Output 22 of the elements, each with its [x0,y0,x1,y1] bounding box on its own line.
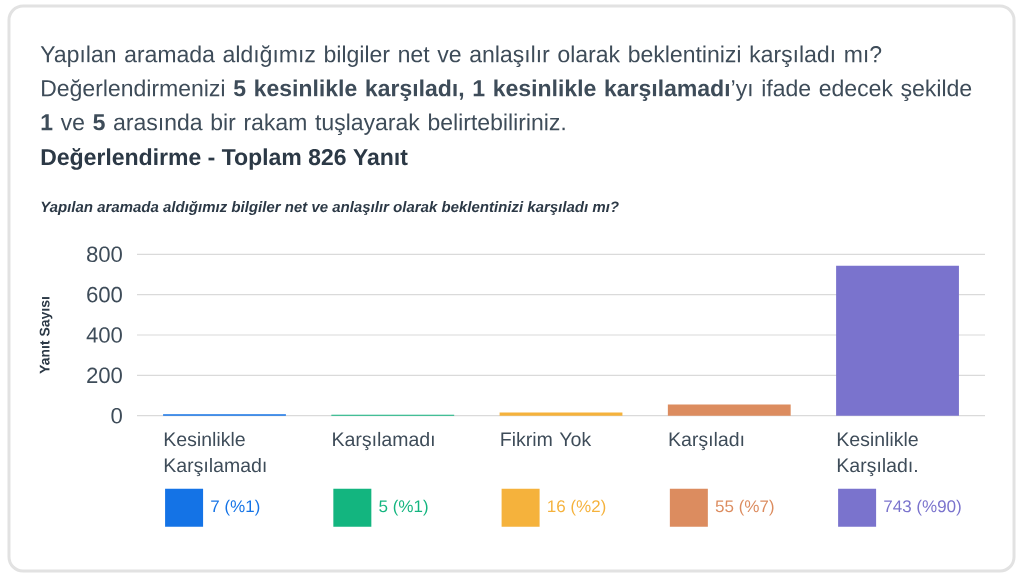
data-label: 16 (%2) [548,499,606,516]
data-label: 7 (%1) [211,499,260,516]
y-tick-label: 400 [86,327,122,343]
text: Yapılan aramada aldığımız bilgiler net ve anlaşılır olarak beklentinizi karşıladı mı? [41,200,619,216]
y-axis-title: Yanıt Sayısı [39,297,53,374]
x-tick-label: Kesinlikle Karşılamadı [164,431,266,477]
x-tick-label: Fikrim Yok [501,431,592,447]
y-tick-label: 200 [87,367,122,384]
y-tick-label: 600 [87,286,122,303]
chart-title: Yapılan aramada aldığımız bilgiler net ve anlaşılır olarak beklentinizi karşıladı mı? Değerlendirmenizi 5 kesinlikle karşıladı, 1 kesinlikle karşılamadı’yı ifade edecek şekilde 1 ve 5 arasında bir rakam tuşlayarak belirtebiliriniz. [40,45,972,136]
y-tick-label: 800 [87,246,122,263]
bar [836,265,959,416]
x-tick-label: Karşıladı [669,431,744,451]
data-label: 5 (%1) [379,499,428,516]
bar [499,412,623,416]
x-tick-label: Karşılamadı [333,431,434,451]
chart-subtitle: Değerlendirme - Toplam 826 Yanıt [41,148,408,170]
data-label: 55 (%7) [715,499,774,516]
y-tick-label: 0 [111,407,122,424]
bar [667,404,791,416]
data-label: 743 (%90) [884,499,961,516]
x-tick-label: Kesinlikle Karşıladı. [837,431,918,477]
